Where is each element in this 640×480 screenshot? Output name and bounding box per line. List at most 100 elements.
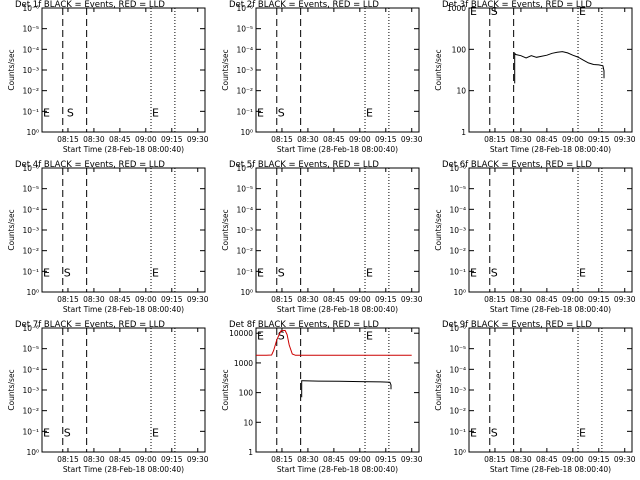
x-tick-label: 08:15 bbox=[484, 135, 506, 144]
y-tick-label: 1 bbox=[248, 448, 253, 457]
x-tick-label: 09:15 bbox=[375, 135, 397, 144]
y-tick-label: 10⁻² bbox=[236, 247, 253, 256]
x-tick-label: 08:15 bbox=[57, 295, 79, 304]
y-tick-label: 10⁻⁵ bbox=[22, 345, 39, 354]
x-tick-label: 09:15 bbox=[161, 295, 183, 304]
marker-label-e: E bbox=[152, 426, 159, 439]
marker-label-s: S bbox=[64, 266, 71, 279]
x-tick-label: 08:45 bbox=[536, 135, 558, 144]
lld-series-line bbox=[256, 329, 412, 356]
marker-label-e: E bbox=[366, 266, 373, 279]
y-tick-label: 10⁻² bbox=[236, 87, 253, 96]
x-tick-label: 08:15 bbox=[57, 455, 79, 464]
marker-label-e: E bbox=[470, 426, 477, 439]
y-axis-label: Counts/sec bbox=[434, 209, 443, 250]
y-tick-label: 1000 bbox=[234, 359, 253, 368]
y-tick-label: 10⁻⁵ bbox=[22, 25, 39, 34]
y-tick-label: 10⁻¹ bbox=[449, 267, 466, 276]
x-tick-label: 09:15 bbox=[588, 135, 610, 144]
y-axis-label: Counts/sec bbox=[221, 49, 230, 90]
chart-panel-7: Det 7f BLACK = Events, RED = LLD 08:15 08:… bbox=[7, 320, 209, 474]
marker-label-s: S bbox=[491, 5, 498, 18]
y-tick-label: 10⁻⁶ bbox=[236, 4, 253, 13]
x-tick-label: 09:15 bbox=[588, 455, 610, 464]
y-tick-label: 10⁻⁶ bbox=[22, 164, 39, 173]
x-axis-label: Start Time (28-Feb-18 08:00:40) bbox=[63, 465, 184, 474]
y-tick-label: 10⁰ bbox=[26, 288, 39, 297]
y-tick-label: 10⁻³ bbox=[22, 386, 39, 395]
chart-panel-8: Det 8f BLACK = Events, RED = LLD 08:15 08:… bbox=[221, 320, 423, 474]
y-tick-label: 10⁻⁴ bbox=[236, 45, 253, 54]
y-tick-label: 10⁻⁵ bbox=[236, 25, 253, 34]
chart-title: Det 4f BLACK = Events, RED = LLD bbox=[15, 160, 165, 170]
y-tick-label: 10⁻² bbox=[22, 87, 39, 96]
y-tick-label: 10⁻³ bbox=[22, 66, 39, 75]
x-tick-label: 09:30 bbox=[614, 135, 636, 144]
y-tick-label: 10⁻¹ bbox=[22, 427, 39, 436]
marker-label-s: S bbox=[278, 330, 285, 343]
marker-label-s: S bbox=[64, 426, 71, 439]
y-tick-label: 10⁻² bbox=[22, 407, 39, 416]
marker-label-s: S bbox=[491, 266, 498, 279]
y-tick-label: 10000 bbox=[229, 329, 253, 338]
y-tick-label: 10⁻⁶ bbox=[449, 164, 466, 173]
chart-panel-5: Det 5f BLACK = Events, RED = LLD 08:15 08:… bbox=[221, 160, 423, 314]
x-tick-label: 08:15 bbox=[271, 135, 293, 144]
marker-label-e: E bbox=[43, 106, 50, 119]
x-axis-label: Start Time (28-Feb-18 08:00:40) bbox=[63, 145, 184, 154]
y-tick-label: 10 bbox=[456, 87, 466, 96]
x-tick-label: 09:30 bbox=[401, 455, 423, 464]
y-tick-label: 10⁻² bbox=[449, 247, 466, 256]
x-tick-label: 09:00 bbox=[562, 135, 584, 144]
y-tick-label: 1000 bbox=[447, 4, 466, 13]
y-tick-label: 10⁻¹ bbox=[449, 427, 466, 436]
x-axis-label: Start Time (28-Feb-18 08:00:40) bbox=[63, 305, 184, 314]
y-tick-label: 10⁻⁶ bbox=[449, 324, 466, 333]
y-axis-label: Counts/sec bbox=[7, 49, 16, 90]
y-tick-label: 10⁻⁴ bbox=[22, 205, 39, 214]
y-tick-label: 10⁻¹ bbox=[236, 267, 253, 276]
x-tick-label: 08:45 bbox=[323, 455, 345, 464]
x-tick-label: 09:00 bbox=[135, 455, 157, 464]
marker-label-e: E bbox=[470, 5, 477, 18]
x-axis-label: Start Time (28-Feb-18 08:00:40) bbox=[277, 305, 398, 314]
events-series-line bbox=[301, 380, 392, 398]
y-tick-label: 10⁻⁴ bbox=[236, 205, 253, 214]
marker-label-e: E bbox=[257, 106, 264, 119]
chart-title: Det 7f BLACK = Events, RED = LLD bbox=[15, 320, 165, 330]
y-tick-label: 10⁰ bbox=[453, 448, 466, 457]
y-tick-label: 10⁻⁶ bbox=[22, 324, 39, 333]
y-tick-label: 10⁻⁵ bbox=[449, 185, 466, 194]
x-tick-label: 09:00 bbox=[135, 295, 157, 304]
x-tick-label: 09:15 bbox=[375, 295, 397, 304]
y-tick-label: 10⁻² bbox=[449, 407, 466, 416]
chart-title: Det 6f BLACK = Events, RED = LLD bbox=[442, 160, 592, 170]
y-tick-label: 10⁻³ bbox=[449, 386, 466, 395]
y-tick-label: 10⁰ bbox=[26, 448, 39, 457]
marker-label-e: E bbox=[366, 330, 373, 343]
marker-label-s: S bbox=[491, 426, 498, 439]
x-tick-label: 08:15 bbox=[57, 135, 79, 144]
y-tick-label: 10⁻⁴ bbox=[449, 365, 466, 374]
y-tick-label: 10⁻⁴ bbox=[22, 365, 39, 374]
marker-label-s: S bbox=[278, 106, 285, 119]
chart-panel-9: Det 9f BLACK = Events, RED = LLD 08:15 08:… bbox=[434, 320, 636, 474]
y-tick-label: 100 bbox=[452, 45, 467, 54]
chart-panel-4: Det 4f BLACK = Events, RED = LLD 08:15 08:… bbox=[7, 160, 209, 314]
x-tick-label: 08:45 bbox=[109, 295, 131, 304]
chart-panel-2: Det 2f BLACK = Events, RED = LLD 08:15 08:… bbox=[221, 0, 423, 154]
marker-label-e: E bbox=[579, 5, 586, 18]
x-tick-label: 08:30 bbox=[297, 135, 319, 144]
marker-label-e: E bbox=[257, 330, 264, 343]
x-tick-label: 09:30 bbox=[614, 295, 636, 304]
x-tick-label: 08:15 bbox=[484, 455, 506, 464]
x-tick-label: 09:30 bbox=[401, 295, 423, 304]
x-tick-label: 09:30 bbox=[187, 135, 209, 144]
x-tick-label: 09:15 bbox=[588, 295, 610, 304]
x-tick-label: 09:30 bbox=[614, 455, 636, 464]
plot-frame bbox=[468, 7, 633, 133]
x-tick-label: 08:30 bbox=[510, 295, 532, 304]
y-tick-label: 10⁻³ bbox=[236, 66, 253, 75]
x-axis-label: Start Time (28-Feb-18 08:00:40) bbox=[277, 465, 398, 474]
